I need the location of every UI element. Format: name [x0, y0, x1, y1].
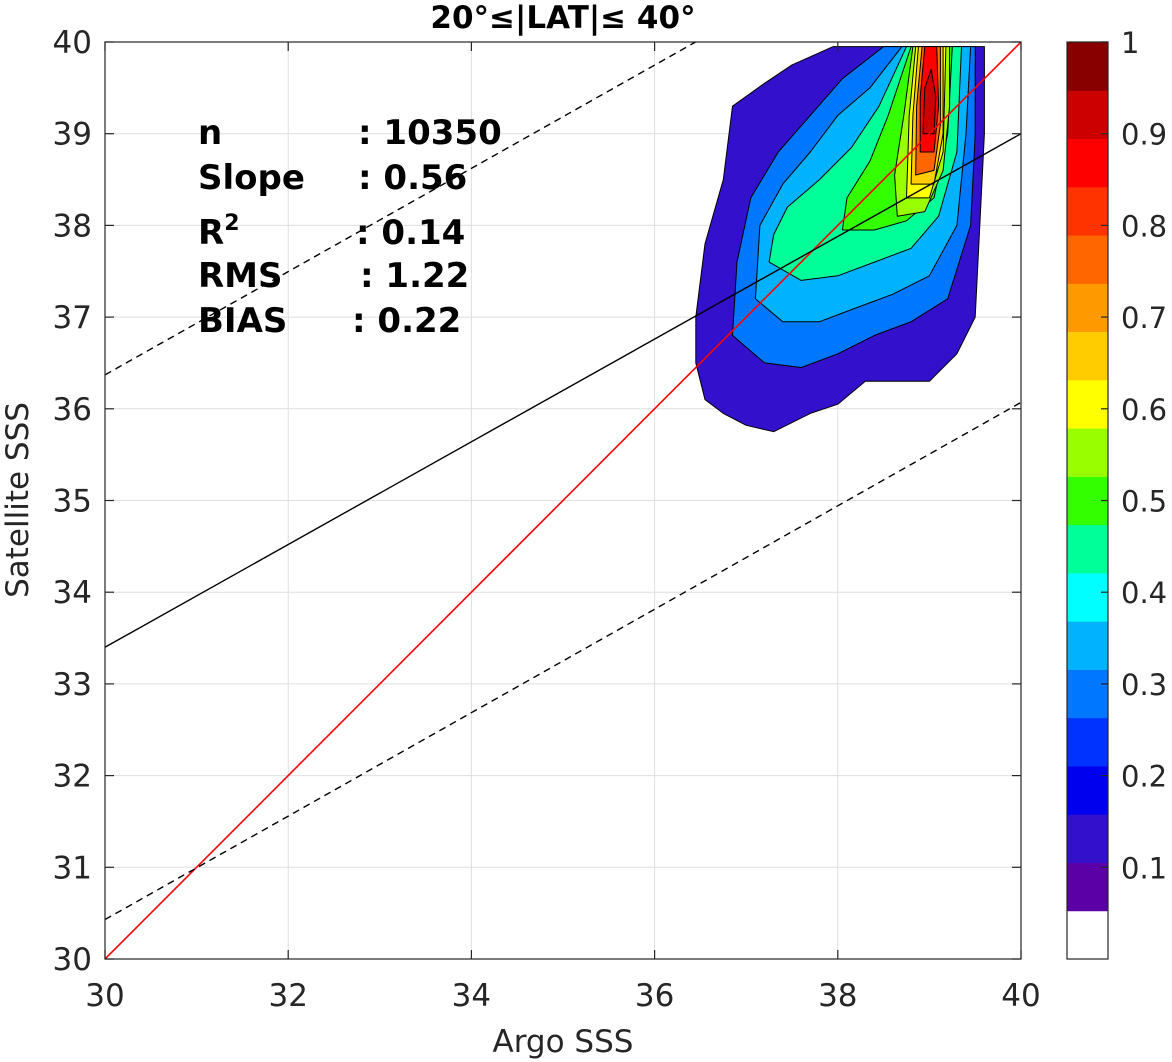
colorbar-segment: [1067, 379, 1108, 429]
colorbar-tick-label: 0.6: [1121, 393, 1167, 427]
colorbar-segment: [1067, 862, 1108, 912]
colorbar-segment: [1067, 717, 1108, 767]
colorbar-segment: [1067, 524, 1108, 574]
colorbar-tick-label: 0.5: [1121, 485, 1167, 519]
colorbar-segment: [1067, 428, 1108, 477]
regression-line: [105, 133, 1021, 648]
colorbar-tick-label: 0.1: [1121, 851, 1167, 885]
colorbar-segment: [1067, 42, 1108, 91]
density-contours: [695, 46, 985, 433]
stat-label: BIAS: [198, 301, 287, 341]
colorbar-tick-label: 0.2: [1121, 760, 1167, 794]
x-tick-label: 40: [1001, 978, 1040, 1014]
y-tick-label: 39: [53, 117, 92, 153]
y-tick-label: 40: [53, 25, 92, 61]
x-tick-label: 36: [635, 978, 674, 1014]
colorbar-segment: [1067, 331, 1108, 381]
colorbar-segment: [1067, 90, 1108, 140]
colorbar-tick-label: 0.7: [1121, 301, 1167, 335]
colorbar-segment: [1067, 910, 1108, 960]
x-tick-labels: 30 32 34 36 38 40: [85, 978, 1040, 1014]
stat-label: n: [198, 113, 222, 153]
colorbar-segment: [1067, 765, 1108, 815]
axis-ticks: [104, 41, 1022, 960]
colorbar-tick-label: 0.4: [1121, 576, 1167, 610]
colorbar-segment: [1067, 283, 1108, 333]
colorbar: [1066, 41, 1109, 960]
grid-lines: [104, 41, 1022, 960]
y-tick-label: 38: [53, 208, 92, 244]
stat-value: : 0.22: [352, 301, 461, 341]
y-tick-label: 33: [53, 667, 92, 703]
chart-title: 20°≤|LAT|≤ 40°: [430, 0, 695, 36]
density-contour-0.95: [922, 69, 937, 135]
colorbar-segment: [1067, 621, 1108, 670]
colorbar-tick-labels: 0.1 0.2 0.3 0.4 0.5 0.6 0.7 0.8 0.9 1: [1121, 26, 1167, 885]
y-axis-label: Satellite SSS: [0, 402, 36, 598]
colorbar-tick-label: 0.8: [1121, 209, 1167, 243]
x-tick-label: 38: [818, 978, 857, 1014]
y-tick-label: 34: [53, 575, 92, 611]
x-axis-label: Argo SSS: [493, 1024, 634, 1060]
one-to-one-line: [105, 42, 1021, 959]
y-tick-label: 36: [53, 392, 92, 428]
colorbar-segment: [1067, 186, 1108, 236]
y-tick-label: 32: [53, 759, 92, 795]
colorbar-segment: [1067, 235, 1108, 284]
y-tick-label: 35: [53, 484, 92, 520]
y-tick-label: 37: [53, 300, 92, 336]
colorbar-tick-label: 1: [1121, 26, 1139, 60]
reference-lines: [105, 42, 1021, 959]
colorbar-segment: [1067, 138, 1108, 188]
stat-label: RMS: [198, 256, 283, 296]
x-tick-label: 34: [452, 978, 491, 1014]
stat-label: Slope: [198, 158, 305, 198]
lower-bound-dashed-line: [105, 401, 1021, 921]
x-tick-label: 30: [85, 978, 124, 1014]
y-tick-labels: 30 31 32 33 34 35 36 37 38 39 40: [53, 25, 92, 978]
stat-value: : 1.22: [360, 256, 469, 296]
colorbar-tick-label: 0.9: [1121, 118, 1167, 152]
x-tick-label: 32: [268, 978, 307, 1014]
y-tick-label: 31: [53, 850, 92, 886]
stat-value: : 0.56: [358, 158, 467, 198]
stat-value: : 10350: [358, 113, 502, 153]
colorbar-segment: [1067, 814, 1108, 863]
colorbar-segment: [1067, 572, 1108, 622]
colorbar-segment: [1067, 669, 1108, 719]
y-tick-label: 30: [53, 942, 92, 978]
stat-superscript: 2: [224, 211, 239, 236]
stat-value: : 0.14: [356, 213, 465, 253]
colorbar-tick-label: 0.3: [1121, 668, 1167, 702]
